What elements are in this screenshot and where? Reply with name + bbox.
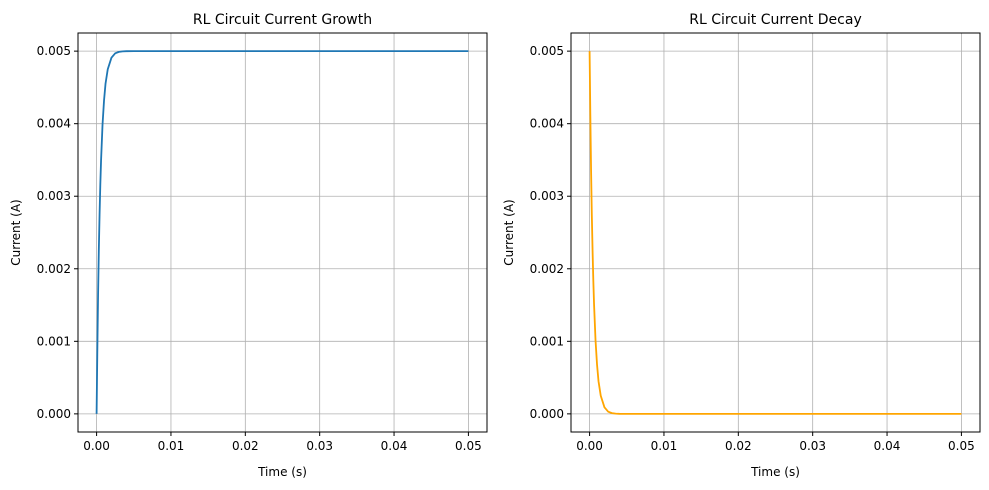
growth-x-tick-label: 0.02 [232,439,259,453]
growth-x-tick-label: 0.03 [306,439,333,453]
decay-y-tick-label: 0.002 [530,262,564,276]
decay-series-line [588,51,962,415]
decay-y-tick-label: 0.005 [530,44,564,58]
growth-y-axis-label: Current (A) [9,199,23,265]
decay-x-tick-label: 0.04 [874,439,901,453]
growth-y-tick-label: 0.000 [37,407,71,421]
decay-x-tick-label: 0.01 [651,439,678,453]
growth-y-tick-label: 0.005 [37,44,71,58]
growth-axes-frame [77,32,488,433]
growth-x-tick-label: 0.00 [83,439,110,453]
decay-line-layer [588,51,962,415]
growth-series-line [95,50,469,414]
growth-y-tick-label: 0.001 [37,334,71,348]
decay-y-axis-label: Current (A) [502,199,516,265]
growth-chart-panel: 0.00 0.01 0.02 0.03 0.04 0.05 0.000 0.001 0.002… [9,12,488,479]
decay-x-tick-label: 0.02 [725,439,752,453]
growth-y-ticks: 0.000 0.001 0.002 0.003 0.004 0.005 [37,44,78,421]
growth-x-tick-label: 0.05 [455,439,482,453]
growth-x-tick-label: 0.04 [381,439,408,453]
growth-y-tick-label: 0.004 [37,117,71,131]
decay-x-tick-label: 0.05 [948,439,975,453]
decay-y-tick-label: 0.003 [530,189,564,203]
growth-y-tick-label: 0.003 [37,189,71,203]
growth-x-axis-label: Time (s) [257,465,307,479]
decay-y-tick-label: 0.001 [530,334,564,348]
decay-chart-panel: 0.00 0.01 0.02 0.03 0.04 0.05 0.000 0.001 0.002… [502,12,981,479]
growth-y-tick-label: 0.002 [37,262,71,276]
decay-x-tick-label: 0.00 [576,439,603,453]
growth-x-ticks: 0.00 0.01 0.02 0.03 0.04 0.05 [83,432,482,453]
decay-y-tick-label: 0.004 [530,117,564,131]
decay-y-tick-label: 0.000 [530,407,564,421]
growth-x-tick-label: 0.01 [158,439,185,453]
decay-y-ticks: 0.000 0.001 0.002 0.003 0.004 0.005 [530,44,571,421]
growth-chart-title: RL Circuit Current Growth [193,12,372,28]
growth-line-layer [95,50,469,414]
decay-x-axis-label: Time (s) [750,465,800,479]
decay-chart-title: RL Circuit Current Decay [689,12,861,28]
decay-x-ticks: 0.00 0.01 0.02 0.03 0.04 0.05 [576,432,975,453]
decay-axes-frame [570,32,981,433]
decay-x-tick-label: 0.03 [799,439,826,453]
